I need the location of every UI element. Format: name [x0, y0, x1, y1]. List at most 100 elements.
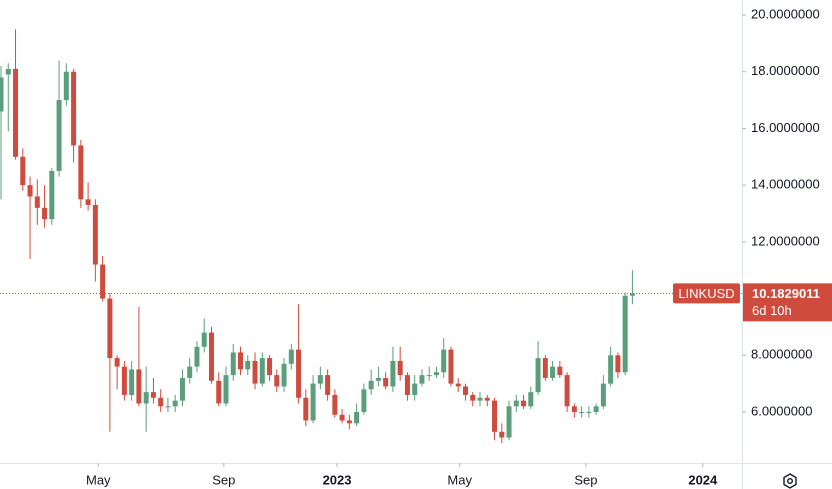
candle-body: [5, 68, 11, 75]
candle-body: [179, 377, 185, 401]
candle-body: [492, 400, 498, 432]
candle-body: [375, 377, 381, 381]
candle-body: [571, 406, 577, 412]
candle-body: [368, 380, 374, 390]
candle-body: [383, 377, 389, 387]
candle-body: [0, 77, 4, 112]
candle-body: [34, 196, 40, 208]
candle-body: [267, 358, 273, 376]
candle-body: [462, 386, 468, 395]
candle-body: [419, 375, 425, 384]
y-tick-label: 16.0000000: [751, 120, 820, 135]
candle-body: [143, 392, 149, 404]
candle-body: [332, 394, 338, 415]
settings-dot[interactable]: [787, 478, 793, 484]
candle-body: [390, 360, 396, 387]
x-tick-label: 2024: [688, 472, 718, 487]
candle-body: [274, 375, 280, 387]
candle-body: [252, 360, 258, 384]
candle-body: [296, 349, 302, 398]
candle-body: [201, 332, 207, 347]
candle-body: [615, 355, 621, 373]
x-tick-label: May: [447, 472, 472, 487]
candle-body: [317, 375, 323, 384]
candle-body: [608, 355, 614, 384]
candle-body: [158, 397, 164, 407]
candle-body: [208, 332, 214, 381]
y-tick-label: 20.0000000: [751, 6, 820, 21]
candle-body: [542, 358, 548, 378]
candle-body: [216, 380, 222, 404]
symbol-tag: LINKUSD: [678, 286, 734, 301]
candle-body: [310, 383, 316, 421]
candle-body: [20, 156, 26, 186]
candle-body: [187, 366, 193, 378]
candle-body: [71, 71, 77, 146]
price-tag: 10.1829011: [752, 286, 820, 301]
candle-body: [49, 170, 55, 220]
candle-body: [281, 363, 287, 387]
candle-body: [484, 397, 490, 401]
candle-body: [499, 431, 505, 438]
candle-body: [245, 360, 251, 370]
candle-body: [600, 383, 606, 407]
y-tick-label: 12.0000000: [751, 233, 820, 248]
candle-body: [107, 298, 113, 359]
settings-icon[interactable]: [783, 473, 797, 489]
candle-body: [433, 372, 439, 376]
candle-body: [346, 420, 352, 424]
candle-body: [629, 293, 635, 296]
y-tick-label: 14.0000000: [751, 177, 820, 192]
candle-body: [136, 369, 142, 404]
x-tick-label: May: [86, 472, 111, 487]
candle-body: [506, 406, 512, 438]
candle-body: [172, 400, 178, 407]
candle-body: [165, 406, 171, 408]
candle-body: [448, 349, 454, 384]
candle-body: [550, 366, 556, 378]
candle-body: [426, 375, 432, 377]
countdown-tag: 6d 10h: [752, 303, 792, 318]
candle-body: [339, 414, 345, 421]
candle-body: [513, 400, 519, 407]
y-tick-label: 6.0000000: [751, 403, 812, 418]
candle-body: [361, 389, 367, 412]
candle-body: [303, 397, 309, 421]
candles: [0, 29, 635, 444]
candle-body: [42, 207, 48, 220]
candle-body: [564, 375, 570, 407]
candle-body: [535, 358, 541, 393]
candle-body: [63, 71, 69, 101]
candle-body: [557, 366, 563, 376]
candle-body: [288, 349, 294, 364]
candle-body: [114, 358, 120, 367]
candle-body: [586, 411, 592, 413]
candle-body: [528, 392, 534, 407]
candle-body: [230, 352, 236, 376]
settings-hex[interactable]: [783, 473, 797, 489]
candle-body: [593, 406, 599, 412]
candle-body: [27, 185, 33, 197]
candle-body: [412, 383, 418, 395]
candle-body: [92, 204, 98, 265]
symbol-tag-bg: [673, 283, 740, 304]
candle-body: [521, 400, 527, 407]
candle-body: [622, 295, 628, 373]
candle-body: [150, 392, 156, 398]
candle-body: [477, 397, 483, 401]
x-tick-label: Sep: [574, 472, 597, 487]
candle-body: [238, 352, 244, 370]
x-tick-label: Sep: [212, 472, 235, 487]
x-tick-label: 2023: [323, 472, 352, 487]
candle-body: [404, 375, 410, 395]
candle-body: [13, 68, 19, 157]
candle-body: [455, 383, 461, 387]
candle-body: [121, 366, 127, 395]
candle-body: [85, 199, 91, 205]
candle-body: [579, 411, 585, 413]
price-tag-bg: [743, 283, 832, 322]
candle-body: [78, 145, 84, 200]
candle-body: [397, 360, 403, 376]
